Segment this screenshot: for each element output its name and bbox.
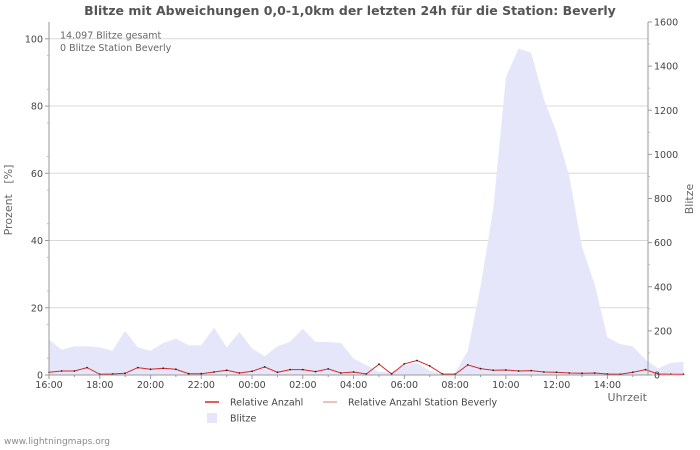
- x-tick-label: 18:00: [86, 380, 113, 391]
- data-point: [555, 371, 558, 374]
- data-point: [390, 373, 393, 375]
- axes: 0204060801000200400600800100012001400160…: [25, 18, 678, 392]
- y-right-tick-label: 0: [654, 371, 660, 382]
- data-point: [593, 372, 596, 374]
- data-point: [111, 373, 114, 375]
- x-tick-label: 14:00: [594, 380, 621, 391]
- data-point: [60, 370, 63, 372]
- data-point: [263, 366, 266, 368]
- data-point: [466, 364, 469, 366]
- annotation-total-strikes: 14.097 Blitze gesamt: [60, 31, 162, 42]
- x-axis-label: Uhrzeit: [608, 391, 648, 404]
- data-point: [251, 370, 254, 373]
- data-point: [276, 371, 279, 374]
- data-point: [86, 366, 88, 369]
- legend-label-relative-anzahl: Relative Anzahl: [230, 398, 303, 409]
- data-point: [327, 368, 330, 370]
- x-tick-label: 10:00: [492, 380, 519, 391]
- data-point: [403, 363, 406, 365]
- data-point: [530, 369, 533, 372]
- annotation-station-strikes: 0 Blitze Station Beverly: [60, 43, 172, 54]
- data-point: [314, 370, 317, 373]
- data-point: [416, 359, 418, 362]
- x-tick-label: 20:00: [137, 380, 164, 391]
- x-tick-label: 12:00: [543, 380, 570, 391]
- y-left-tick-label: 20: [31, 303, 43, 314]
- y-left-tick-label: 100: [25, 34, 43, 45]
- x-tick-label: 22:00: [188, 380, 215, 391]
- data-point: [340, 372, 342, 374]
- data-point: [479, 367, 482, 370]
- y-right-tick-label: 200: [654, 326, 672, 337]
- data-point: [301, 368, 304, 371]
- data-point: [73, 370, 76, 372]
- x-tick-label: 16:00: [35, 380, 62, 391]
- y-right-tick-label: 800: [654, 194, 672, 205]
- y-left-tick-label: 80: [31, 102, 43, 113]
- data-point: [365, 373, 368, 375]
- data-point: [213, 371, 215, 373]
- data-point: [492, 369, 495, 372]
- data-point: [175, 368, 177, 371]
- data-point: [606, 373, 609, 375]
- x-tick-label: 02:00: [289, 380, 316, 391]
- source-credit[interactable]: www.lightningmaps.org: [4, 437, 110, 447]
- chart-title: Blitze mit Abweichungen 0,0-1,0km der le…: [84, 3, 616, 18]
- data-point: [289, 368, 291, 371]
- data-point: [124, 372, 126, 375]
- y-axis-right-label: Blitze: [683, 184, 696, 215]
- data-point: [543, 371, 545, 373]
- legend: Relative Anzahl Relative Anzahl Station B…: [205, 398, 498, 425]
- data-point: [200, 372, 203, 375]
- legend-label-relative-anzahl-station-beverly: Relative Anzahl Station Beverly: [348, 398, 498, 409]
- y-axis-left-label: Prozent [%]: [2, 165, 15, 236]
- legend-label-blitze: Blitze: [230, 414, 257, 425]
- y-left-tick-label: 60: [31, 169, 43, 180]
- data-point: [225, 369, 228, 372]
- y-right-tick-label: 400: [654, 282, 672, 293]
- series-area-blitze: [49, 48, 684, 375]
- data-point: [428, 365, 431, 367]
- x-tick-label: 00:00: [238, 380, 265, 391]
- data-point: [568, 372, 571, 374]
- legend-swatch-blitze: [207, 413, 217, 423]
- data-point: [162, 367, 165, 370]
- y-right-tick-label: 600: [654, 238, 672, 249]
- x-tick-label: 08:00: [441, 380, 468, 391]
- data-point: [644, 368, 647, 371]
- y-right-tick-label: 1400: [654, 62, 678, 73]
- y-right-tick-label: 1200: [654, 106, 678, 117]
- data-point: [378, 363, 380, 366]
- data-point: [136, 366, 139, 369]
- data-point: [517, 370, 520, 372]
- data-point: [149, 368, 152, 371]
- x-tick-label: 06:00: [391, 380, 418, 391]
- data-point: [631, 371, 634, 374]
- y-left-tick-label: 0: [37, 371, 43, 382]
- data-point: [657, 373, 660, 375]
- data-point: [352, 371, 355, 373]
- data-point: [441, 373, 444, 375]
- data-point: [505, 369, 507, 371]
- data-point: [187, 372, 190, 375]
- y-right-tick-label: 1000: [654, 150, 678, 161]
- data-point: [238, 372, 241, 374]
- data-point: [581, 372, 583, 375]
- x-tick-label: 04:00: [340, 380, 367, 391]
- y-right-tick-label: 1600: [654, 18, 678, 29]
- y-left-tick-label: 40: [31, 236, 43, 247]
